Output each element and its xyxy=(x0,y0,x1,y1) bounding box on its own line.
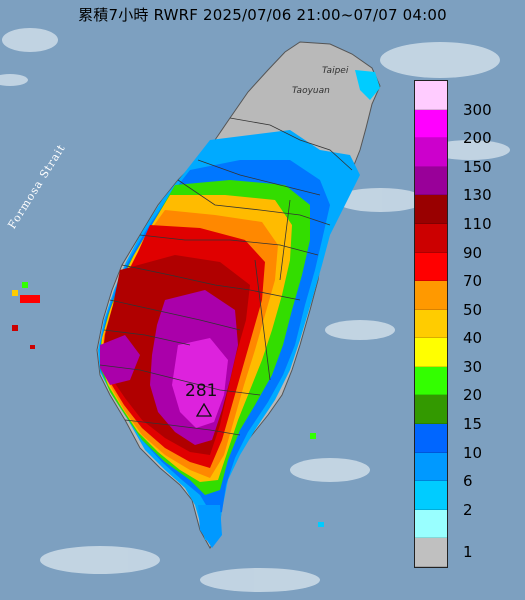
legend-label: 50 xyxy=(463,300,483,319)
rainfall-shading xyxy=(12,70,380,548)
legend-swatch xyxy=(415,138,447,167)
legend-swatch xyxy=(415,338,447,367)
legend-swatch xyxy=(415,509,447,539)
legend-label: 110 xyxy=(463,214,492,233)
legend-label: 20 xyxy=(463,386,483,405)
legend-label: 2 xyxy=(463,500,473,519)
legend-label: 30 xyxy=(463,357,483,376)
legend-label: 90 xyxy=(463,243,483,262)
city-label-taipei: Taipei xyxy=(322,66,349,76)
legend-swatch xyxy=(415,109,447,139)
triangle-icon xyxy=(196,403,212,417)
legend-swatch xyxy=(415,81,447,110)
legend-swatch xyxy=(415,395,447,425)
cloud-texture xyxy=(0,28,510,592)
legend-label: 15 xyxy=(463,415,483,434)
legend-swatch xyxy=(415,309,447,339)
legend-swatch xyxy=(415,452,447,482)
legend-swatch xyxy=(415,252,447,282)
legend-swatch xyxy=(415,166,447,196)
legend-label: 300 xyxy=(463,100,492,119)
legend-swatch xyxy=(415,366,447,396)
legend-swatch xyxy=(415,195,447,224)
legend-label: 150 xyxy=(463,157,492,176)
legend-label: 1 xyxy=(463,542,473,561)
legend-swatch xyxy=(415,424,447,453)
legend-label: 200 xyxy=(463,129,492,148)
legend-swatch xyxy=(415,281,447,310)
color-legend xyxy=(414,80,448,568)
max-rainfall-value: 281 xyxy=(185,381,218,401)
legend-swatch xyxy=(415,481,447,510)
legend-label: 10 xyxy=(463,443,483,462)
legend-label: 70 xyxy=(463,272,483,291)
map-title: 累積7小時 RWRF 2025/07/06 21:00~07/07 04:00 xyxy=(78,6,447,24)
city-label-taoyuan: Taoyuan xyxy=(292,86,330,96)
legend-swatch xyxy=(415,538,447,567)
legend-label: 6 xyxy=(463,472,473,491)
county-boundaries xyxy=(99,117,353,436)
legend-label: 130 xyxy=(463,186,492,205)
legend-swatch xyxy=(415,223,447,253)
legend-label: 40 xyxy=(463,329,483,348)
